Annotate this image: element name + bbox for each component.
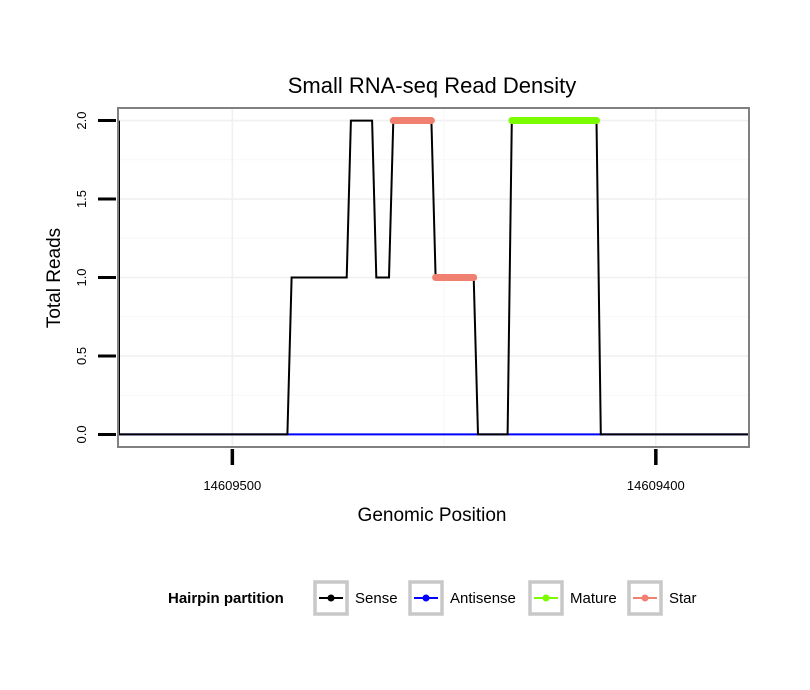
legend-key-marker [542,594,550,602]
y-tick-label: 0.0 [74,425,89,443]
y-tick-label: 1.0 [74,268,89,286]
x-tick-label: 14609500 [203,478,261,493]
legend: Hairpin partition Sense Antisense Mature St… [168,580,697,616]
legend-label: Mature [570,590,617,607]
legend-key-marker [641,594,649,602]
y-tick-label: 0.5 [74,347,89,365]
legend-item-star: Star [627,580,697,616]
legend-title: Hairpin partition [168,590,284,607]
x-tick-label: 14609400 [627,478,685,493]
legend-label: Sense [355,590,398,607]
legend-key-box [313,580,349,616]
y-axis-title: Total Reads [44,228,65,328]
grid-lines [118,108,749,447]
plot-panel-border [117,107,750,448]
legend-label: Antisense [450,590,516,607]
y-tick-label: 1.5 [74,190,89,208]
legend-item-sense: Sense [313,580,398,616]
y-tick-label: 2.0 [74,112,89,130]
legend-key-marker [422,594,430,602]
axes: 0.0 0.5 1.0 1.5 2.0 14609500 14609400 [74,112,685,493]
legend-item-mature: Mature [528,580,617,616]
x-axis-title: Genomic Position [358,505,507,526]
legend-item-antisense: Antisense [408,580,516,616]
chart-title: Small RNA-seq Read Density [288,73,577,98]
legend-key-marker [327,594,335,602]
legend-label: Star [669,590,697,607]
